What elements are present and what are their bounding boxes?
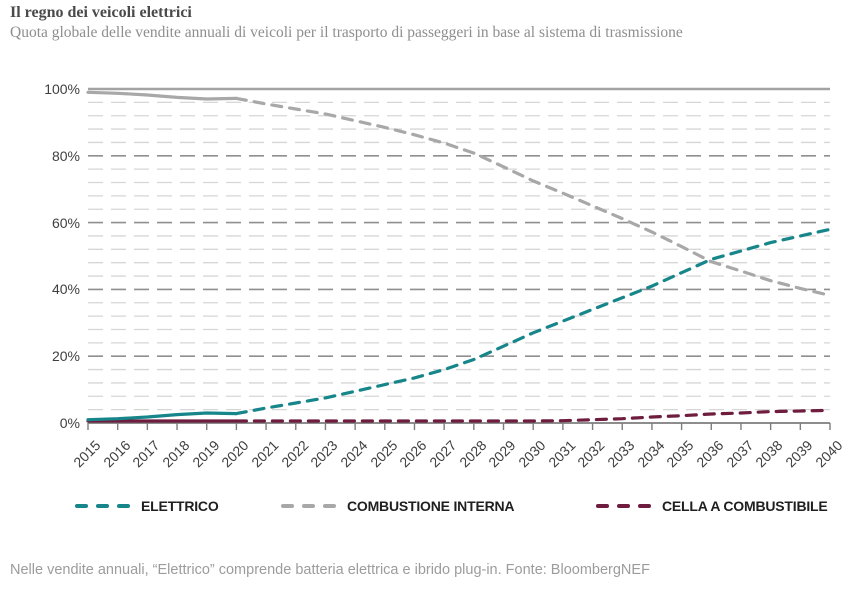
legend-label-elettrico: ELETTRICO [141,498,219,514]
x-tick-label: 2029 [485,437,519,471]
y-tick-label: 20% [51,348,80,365]
legend-swatch-cella-dashes [596,504,651,508]
x-tick-label: 2040 [811,437,846,471]
legend: ELETTRICO COMBUSTIONE INTERNA CELLA A CO… [0,498,851,520]
y-axis-labels: 0% 20% 40% 60% 80% 100% [44,81,830,431]
chart-title: Il regno dei veicoli elettrici [10,4,192,21]
x-tick-label: 2019 [188,437,223,471]
legend-item-cella-a-combustibile: CELLA A COMBUSTIBILE [596,498,828,514]
x-tick-label: 2035 [663,437,697,471]
x-tick-label: 2038 [752,437,786,471]
series-forecast-cella-a-combustibile [234,408,832,423]
series-history-combustione-interna [86,90,238,101]
x-tick-label: 2026 [396,437,430,471]
x-tick-label: 2017 [129,437,163,471]
x-tick-label: 2024 [337,437,371,471]
x-tick-label: 2030 [515,437,549,471]
x-tick-label: 2033 [604,437,638,471]
legend-swatch-elettrico-dashes [75,504,130,508]
x-tick-label: 2022 [277,437,312,471]
x-tick-label: 2023 [307,437,341,471]
series-forecast-combustione-interna [234,96,832,297]
y-tick-label: 60% [51,214,80,231]
x-tick-label: 2028 [455,437,490,471]
y-tick-label: 100% [44,81,80,97]
x-tick-label: 2037 [722,437,757,471]
y-tick-label: 0% [59,415,80,431]
x-tick-label: 2032 [574,437,608,471]
line-chart [86,87,832,430]
x-tick-label: 2021 [248,437,282,471]
legend-item-elettrico: ELETTRICO [75,498,219,514]
series-history-elettrico [86,411,238,422]
source-note: Nelle vendite annuali, “Elettrico” compr… [10,562,650,578]
chart-subtitle: Quota globale delle vendite annuali di v… [10,24,683,41]
x-tick-label: 2036 [693,437,727,471]
x-tick-label: 2015 [69,437,104,471]
legend-label-combustione: COMBUSTIONE INTERNA [347,498,515,514]
x-tick-label: 2016 [99,437,134,471]
plot-area: 0% 20% 40% 60% 80% 100% 2015 2016 2017 2018 2019 2… [44,81,845,470]
legend-item-combustione-interna: COMBUSTIONE INTERNA [281,498,515,514]
legend-label-cella: CELLA A COMBUSTIBILE [662,498,828,514]
x-tick-label: 2020 [218,437,252,471]
x-tick-label: 2034 [633,437,668,471]
x-axis-labels: 2015 2016 2017 2018 2019 2020 2021 2022 2023 2024… [70,89,845,470]
x-tick-label: 2027 [426,437,460,471]
x-tick-label: 2025 [366,437,401,471]
x-tick-label: 2018 [159,437,193,471]
y-tick-label: 80% [51,147,80,164]
series-forecast-elettrico [234,227,832,416]
y-tick-label: 40% [51,281,80,298]
x-tick-label: 2031 [544,437,579,471]
x-tick-label: 2039 [782,437,816,471]
legend-swatch-combustione-dashes [281,504,336,508]
